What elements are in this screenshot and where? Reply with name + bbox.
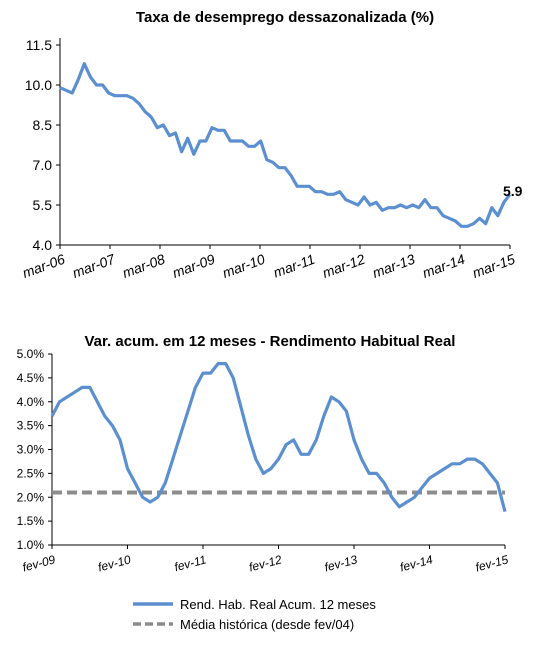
chart1-x-tick-label: mar-12 <box>320 251 367 281</box>
chart2-y-tick-label: 1.0% <box>17 538 45 552</box>
chart2-legend: Rend. Hab. Real Acum. 12 meses Média his… <box>133 597 376 632</box>
chart1-x-tick-label: mar-08 <box>120 251 167 281</box>
chart-income: Var. acum. em 12 meses - Rendimento Habi… <box>17 333 510 632</box>
chart2-x-tick-label: fev-11 <box>173 552 208 574</box>
chart1-y-ticks: 11.5 10.0 8.5 7.0 5.5 4.0 <box>25 37 60 253</box>
chart-unemployment: Taxa de desemprego dessazonalizada (%) 1… <box>20 9 523 281</box>
chart1-x-tick-label: mar-10 <box>220 251 267 281</box>
chart2-x-tick-label: fev-13 <box>323 552 359 574</box>
chart1-x-tick-label: mar-09 <box>170 251 217 281</box>
chart1-title: Taxa de desemprego dessazonalizada (%) <box>136 9 434 26</box>
chart1-x-tick-label: mar-11 <box>271 251 317 281</box>
chart1-series-line <box>59 62 512 228</box>
chart1-x-tick-label: mar-13 <box>370 251 417 281</box>
chart1-x-tick-label: mar-15 <box>470 251 517 281</box>
chart2-y-tick-label: 3.5% <box>17 419 45 433</box>
chart1-y-tick-label: 10.0 <box>25 77 52 93</box>
chart2-y-tick-label: 3.0% <box>17 443 45 457</box>
chart2-x-tick-label: fev-12 <box>247 552 283 574</box>
chart2-y-tick-label: 2.5% <box>17 466 45 480</box>
chart2-y-tick-label: 1.5% <box>17 514 45 528</box>
chart1-x-tick-label: mar-14 <box>420 251 467 281</box>
chart2-y-tick-label: 4.0% <box>17 395 45 409</box>
chart1-y-tick-label: 7.0 <box>33 157 53 173</box>
legend-label-income: Rend. Hab. Real Acum. 12 meses <box>180 597 376 612</box>
chart2-y-ticks: 5.0% 4.5% 4.0% 3.5% 3.0% 2.5% 2.0% 1.5% 1.0% <box>17 347 52 552</box>
chart2-x-tick-label: fev-14 <box>398 552 434 574</box>
chart1-y-tick-label: 8.5 <box>33 117 53 133</box>
chart1-x-tick-label: mar-07 <box>70 250 118 281</box>
chart2-y-tick-label: 4.5% <box>17 371 45 385</box>
chart2-x-tick-label: fev-10 <box>96 552 132 574</box>
chart2-x-tick-label: fev-09 <box>21 552 57 574</box>
chart2-y-tick-label: 2.0% <box>17 490 45 504</box>
chart2-title: Var. acum. em 12 meses - Rendimento Habi… <box>85 333 456 350</box>
legend-label-average: Média histórica (desde fev/04) <box>180 617 354 632</box>
chart2-y-tick-label: 5.0% <box>17 347 45 361</box>
chart1-y-tick-label: 5.5 <box>33 197 53 213</box>
chart1-y-tick-label: 4.0 <box>33 237 53 253</box>
chart2-x-ticks: fev-09 fev-10 fev-11 fev-12 fev-13 fev-14 fev-… <box>21 545 510 575</box>
chart1-y-tick-label: 11.5 <box>26 37 52 53</box>
chart1-x-tick-label: mar-06 <box>20 251 67 281</box>
chart2-series-income <box>50 362 507 513</box>
chart1-end-label: 5.9 <box>503 183 523 199</box>
chart2-x-tick-label: fev-15 <box>474 552 510 574</box>
chart1-x-ticks: mar-06 mar-07 mar-08 mar-09 mar-10 mar-11 mar-… <box>20 245 517 281</box>
